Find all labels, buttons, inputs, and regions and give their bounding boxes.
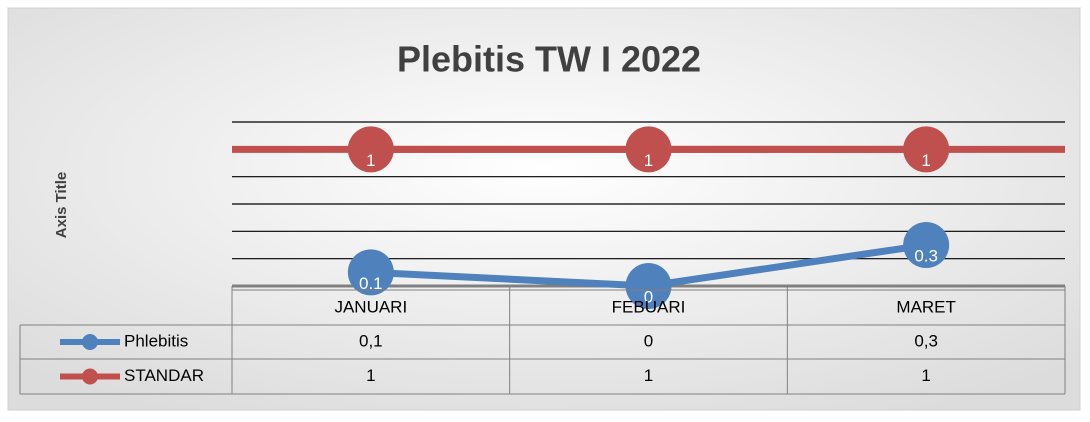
data-label: 1 (644, 151, 653, 170)
y-axis-title: Axis Title (53, 172, 70, 238)
x-tick-label: MARET (896, 297, 956, 316)
marker (625, 126, 672, 173)
table-cell: 0 (644, 331, 653, 350)
data-label: 0.3 (914, 246, 938, 265)
chart-area (7, 7, 1081, 411)
chart-title: Plebitis TW I 2022 (397, 39, 701, 80)
table-cell: 0,3 (914, 331, 938, 350)
marker (347, 126, 394, 173)
data-label: 1 (921, 151, 930, 170)
table-cell: 0,1 (359, 331, 383, 350)
legend-key-marker (82, 334, 98, 350)
marker (625, 263, 672, 309)
legend-label: STANDAR (124, 366, 204, 385)
x-tick-label: JANUARI (334, 297, 407, 316)
table-cell: 1 (644, 366, 653, 385)
data-label: 1 (366, 151, 375, 170)
table-cell: 1 (366, 366, 375, 385)
legend-label: Phlebitis (124, 331, 188, 350)
table-cell: 1 (921, 366, 930, 385)
x-tick-label: FEBUARI (612, 297, 686, 316)
marker (347, 249, 394, 296)
legend-key-marker (82, 368, 98, 385)
marker (903, 222, 950, 268)
marker (903, 126, 950, 173)
data-label: 0.1 (359, 274, 383, 293)
data-label: 0 (644, 287, 653, 306)
